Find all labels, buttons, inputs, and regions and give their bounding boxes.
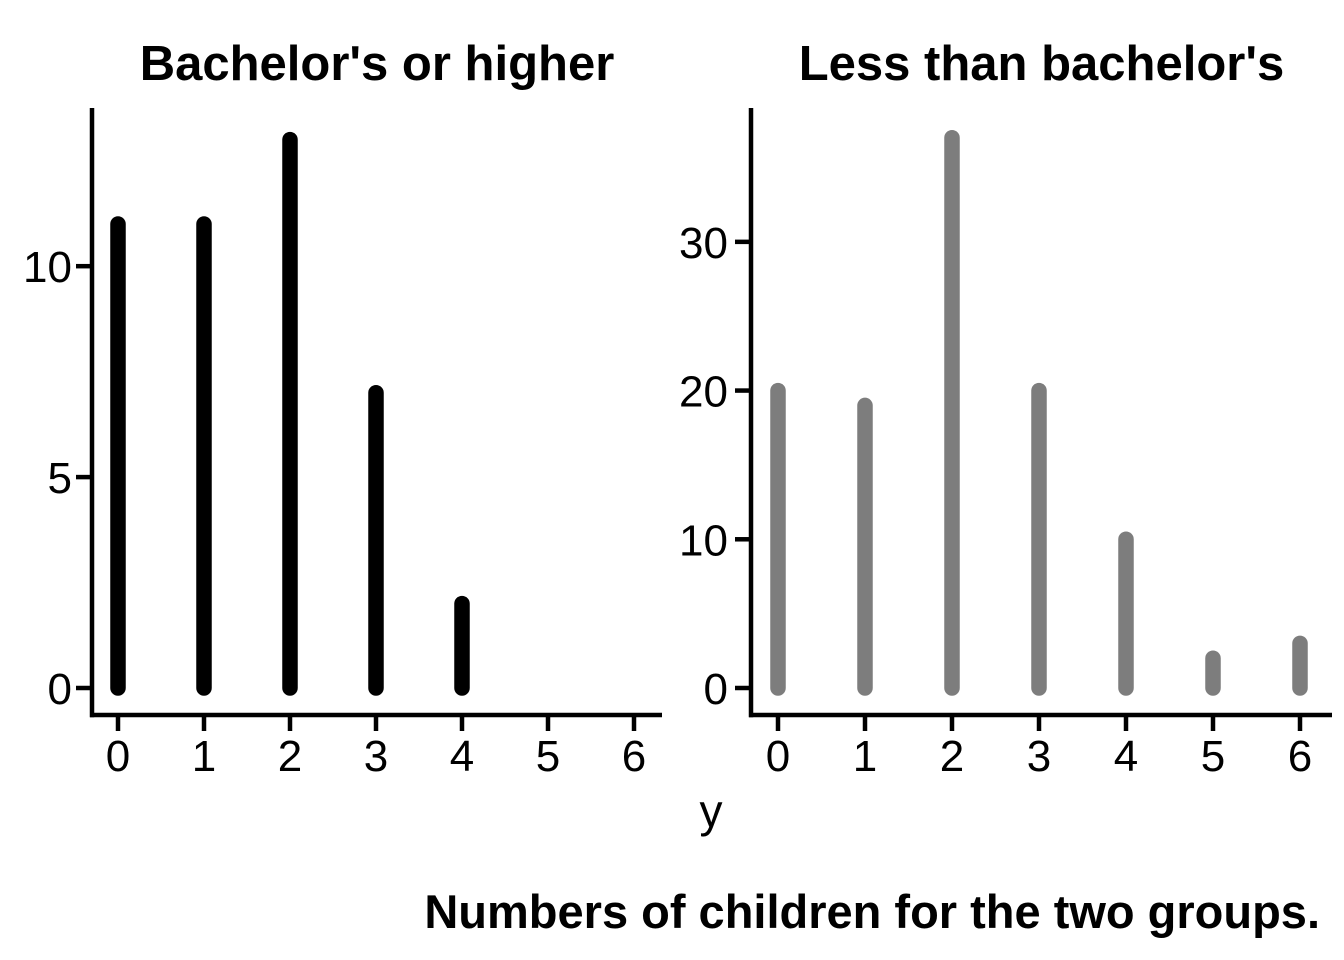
right-panel-title: Less than bachelor's — [798, 37, 1285, 91]
x-tick-label: 2 — [940, 732, 964, 781]
shared-x-axis-label: y — [699, 785, 723, 837]
x-tick-label: 5 — [1201, 732, 1225, 781]
y-tick-label: 30 — [679, 219, 728, 268]
y-tick-label: 10 — [23, 243, 72, 292]
y-tick-label: 0 — [704, 665, 728, 714]
x-tick-label: 3 — [364, 732, 388, 781]
x-tick-label: 0 — [766, 732, 790, 781]
x-tick-label: 2 — [278, 732, 302, 781]
x-tick-label: 6 — [1288, 732, 1312, 781]
x-tick-label: 4 — [450, 732, 474, 781]
panel-left: 0 1 2 3 4 5 6 0 5 10 — [23, 108, 662, 781]
x-tick-label: 1 — [192, 732, 216, 781]
y-tick-label: 5 — [48, 454, 72, 503]
y-tick-label: 20 — [679, 368, 728, 417]
y-tick-label: 10 — [679, 516, 728, 565]
figure-caption: Numbers of children for the two groups. — [424, 885, 1320, 938]
x-tick-label: 0 — [106, 732, 130, 781]
x-tick-label: 6 — [622, 732, 646, 781]
x-tick-label: 1 — [853, 732, 877, 781]
panel-right: 0 1 2 3 4 5 6 0 10 20 30 — [679, 108, 1332, 781]
left-panel-title: Bachelor's or higher — [139, 37, 615, 91]
x-tick-label: 4 — [1114, 732, 1138, 781]
y-tick-label: 0 — [48, 665, 72, 714]
x-tick-label: 5 — [536, 732, 560, 781]
x-tick-label: 3 — [1027, 732, 1051, 781]
